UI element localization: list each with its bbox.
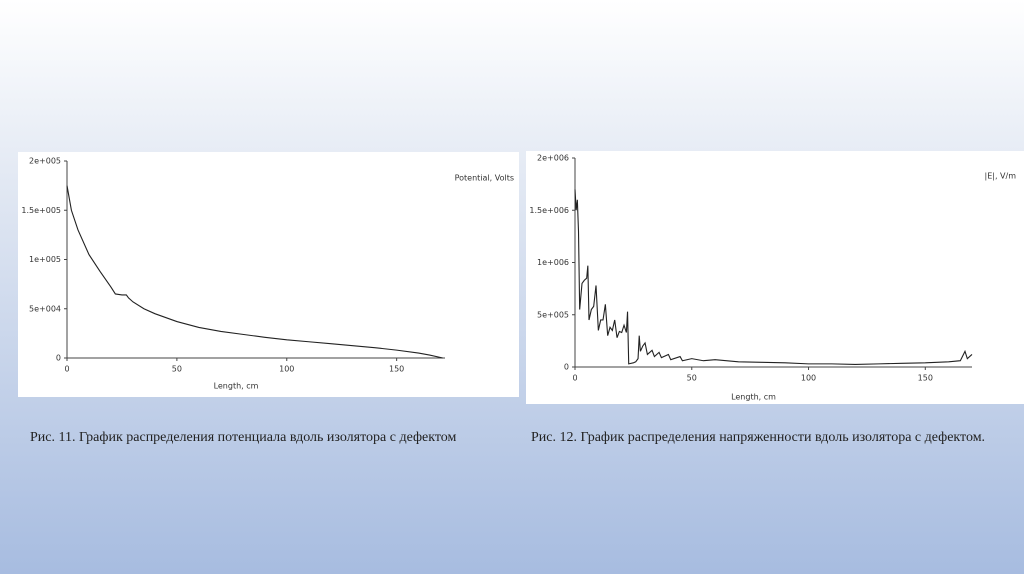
x-tick-label: 50 <box>172 365 182 374</box>
y-tick-label: 1e+006 <box>537 258 569 267</box>
x-tick-label: 0 <box>64 365 69 374</box>
x-axis-label: Length, cm <box>731 393 776 402</box>
x-tick-label: 100 <box>801 374 816 383</box>
x-axis-label: Length, cm <box>214 382 259 391</box>
x-tick-label: 150 <box>389 365 404 374</box>
y-tick-label: 1e+005 <box>29 255 61 264</box>
y-tick-label: 2e+006 <box>537 154 569 163</box>
y-tick-label: 1.5e+005 <box>21 206 61 215</box>
x-tick-label: 100 <box>279 365 294 374</box>
y-tick-label: 5e+005 <box>537 310 569 319</box>
y-tick-label: 5e+004 <box>29 304 61 313</box>
x-tick-label: 50 <box>687 374 697 383</box>
y-axis-label: |E|, V/m <box>985 172 1017 181</box>
y-tick-label: 2e+005 <box>29 157 61 166</box>
caption: Рис. 11. График распределения потенциала… <box>30 430 457 445</box>
x-tick-label: 150 <box>918 374 933 383</box>
y-tick-label: 0 <box>564 363 569 372</box>
y-tick-label: 1.5e+006 <box>529 206 569 215</box>
chart-panel <box>526 151 1024 404</box>
x-tick-label: 0 <box>572 374 577 383</box>
y-tick-label: 0 <box>56 354 61 363</box>
y-axis-label: Potential, Volts <box>455 174 514 183</box>
line <box>574 189 973 365</box>
chart-panel <box>18 152 519 397</box>
caption: Рис. 12. График распределения напряженно… <box>531 430 985 445</box>
line <box>66 185 443 359</box>
